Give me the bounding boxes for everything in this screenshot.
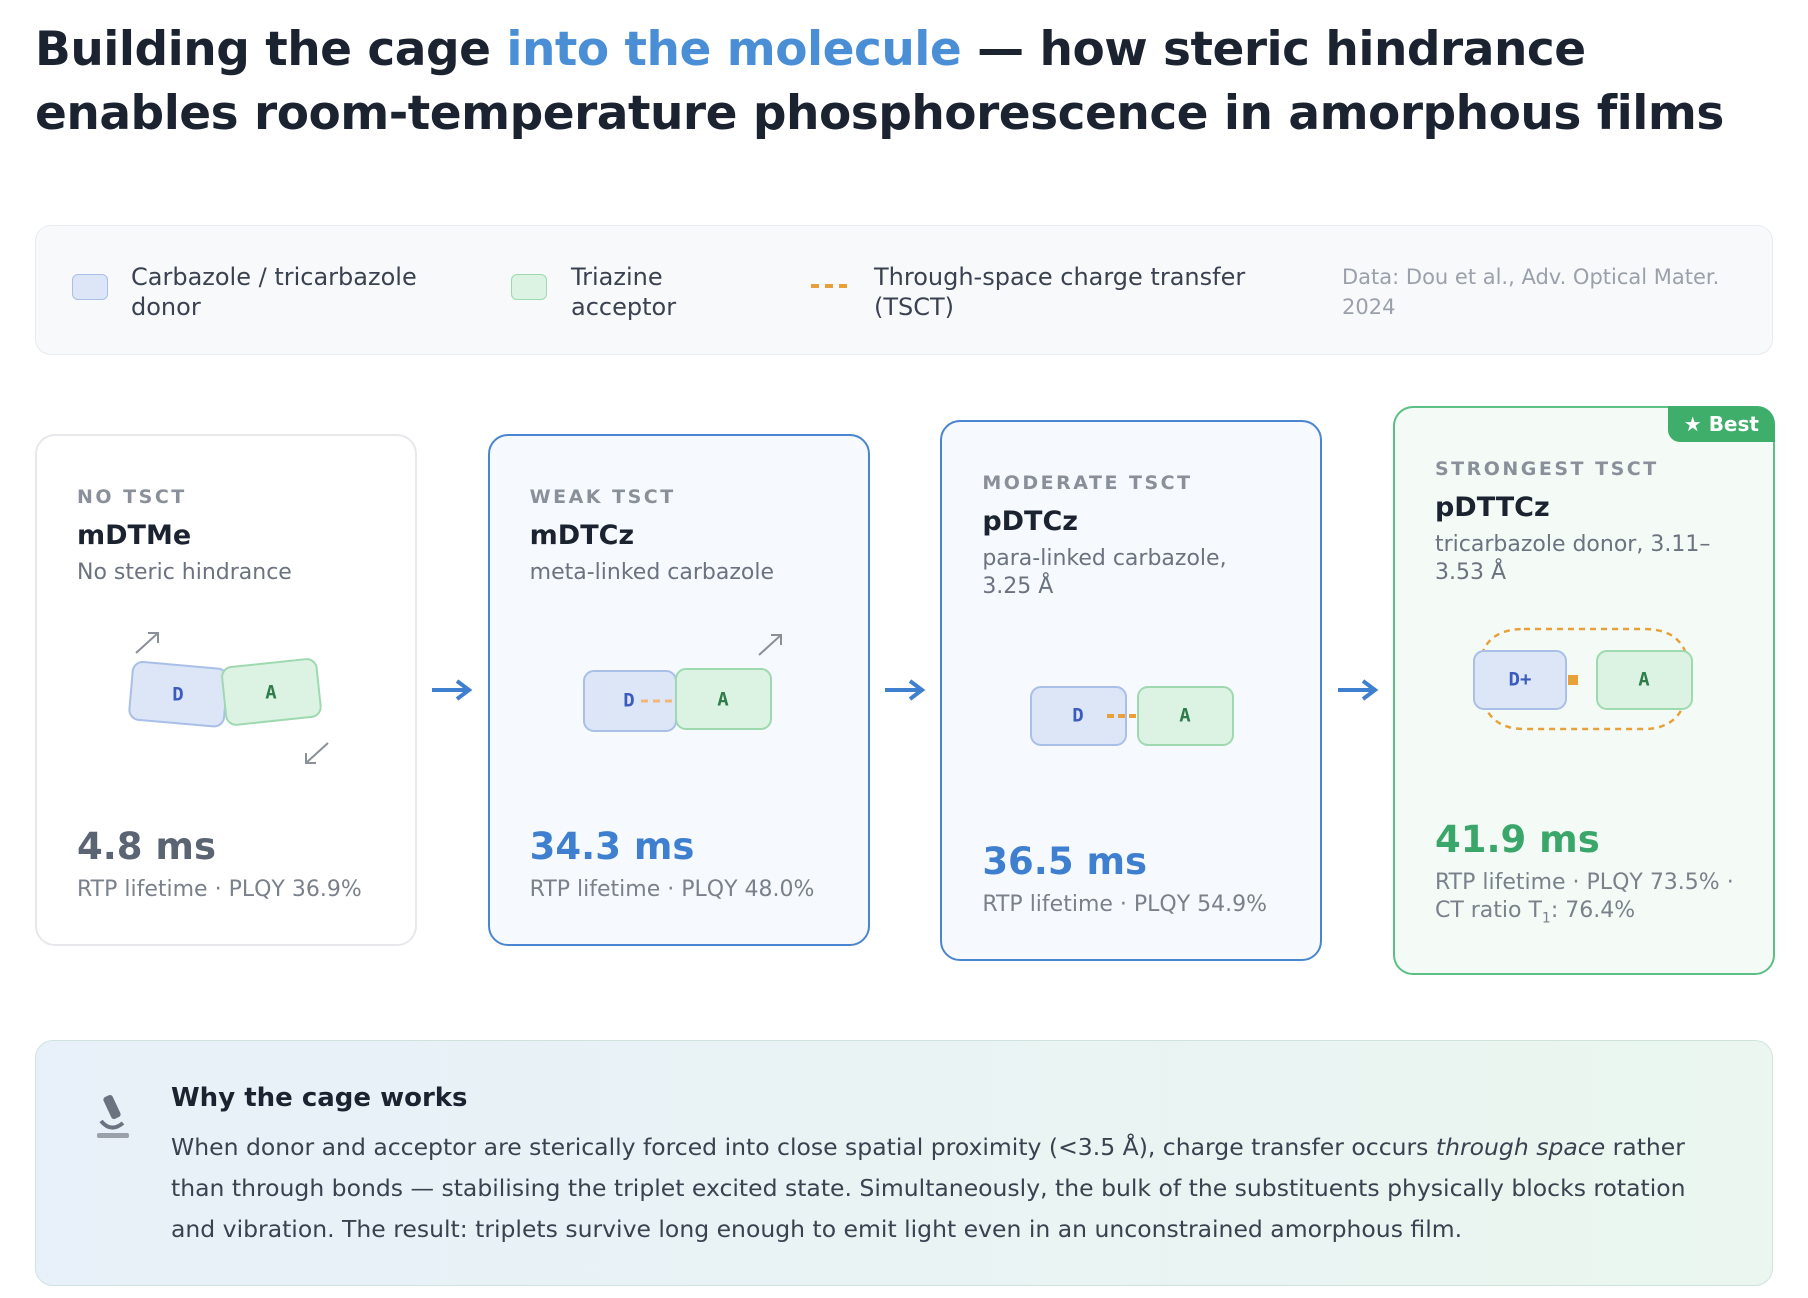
cards: NO TSCT mDTMe No steric hindrance D A 4.… — [35, 395, 1775, 985]
card: ★ Best STRONGEST TSCT pDTTCz tricarbazol… — [1392, 405, 1775, 975]
acceptor-label: A — [1638, 668, 1650, 690]
card-value: 34.3 ms — [529, 825, 695, 868]
card-tag: NO TSCT — [77, 486, 187, 508]
card: NO TSCT mDTMe No steric hindrance D A 4.… — [35, 434, 417, 946]
card-tag: WEAK TSCT — [529, 486, 676, 508]
card-name: mDTCz — [529, 520, 635, 551]
note-title: Why the cage works — [171, 1083, 468, 1113]
donor-label: D — [623, 690, 634, 712]
card-tag: STRONGEST TSCT — [1434, 457, 1659, 480]
note-text-part: rather than through bonds — stabilising … — [171, 1133, 1686, 1243]
acceptor-swatch — [511, 274, 547, 300]
note-text: When donor and acceptor are sterically f… — [171, 1127, 1731, 1250]
card-desc: para-linked carbazole, 3.25 Å — [982, 545, 1227, 599]
card-desc: tricarbazole donor, 3.11–3.53 Å — [1434, 531, 1711, 585]
card-caption: RTP lifetime · PLQY 36.9% — [77, 877, 362, 902]
note-text-part: When donor and acceptor are sterically f… — [171, 1133, 1436, 1161]
card-desc: No steric hindrance — [77, 560, 292, 585]
microscope-icon — [97, 1094, 129, 1138]
card-value: 41.9 ms — [1434, 818, 1600, 862]
caption-sub: 1 — [1541, 910, 1551, 927]
caption-text: RTP lifetime · PLQY 73.5% · CT ratio T — [1434, 870, 1734, 924]
best-badge: ★ Best — [1667, 405, 1775, 442]
card-caption: RTP lifetime · PLQY 48.0% — [529, 877, 815, 902]
acceptor-label: A — [717, 689, 729, 711]
card-name: pDTTCz — [1434, 491, 1550, 523]
card-caption: RTP lifetime · PLQY 73.5% · CT ratio T1:… — [1435, 869, 1743, 932]
arrow — [432, 679, 473, 701]
card-desc: meta-linked carbazole — [529, 560, 775, 585]
legend: Carbazole / tricarbazole donor Triazine … — [35, 225, 1773, 355]
molecule: D A — [582, 634, 782, 732]
title-text: Building the cage — [35, 22, 507, 77]
title-highlight: into the molecule — [506, 22, 962, 77]
legend-item: Triazine acceptor — [571, 263, 677, 321]
legend-item: Carbazole / tricarbazole donor — [131, 263, 417, 321]
molecule: D+ A — [1472, 627, 1693, 730]
card-name: mDTMe — [77, 520, 192, 551]
molecule: D A — [128, 632, 329, 764]
title-text: — how steric hindrance enables room-temp… — [35, 22, 1724, 141]
arrow — [884, 679, 926, 701]
acceptor-label: A — [265, 682, 277, 704]
acceptor-label: A — [1180, 704, 1192, 726]
note-emphasis: through space — [1435, 1133, 1606, 1161]
donor-label: D — [172, 684, 183, 706]
tsct-swatch — [811, 284, 853, 288]
donor-label: D — [1073, 704, 1084, 726]
note: Why the cage works When donor and accept… — [35, 1040, 1773, 1286]
card-name: pDTCz — [982, 505, 1078, 537]
legend-item: Through-space charge transfer (TSCT) — [874, 263, 1246, 321]
card: MODERATE TSCT pDTCz para-linked carbazol… — [940, 419, 1323, 961]
arrow — [1337, 679, 1378, 701]
donor-swatch — [72, 274, 108, 300]
donor-label: D+ — [1509, 668, 1532, 690]
card-value: 36.5 ms — [982, 839, 1148, 883]
card-tag: MODERATE TSCT — [982, 471, 1193, 494]
molecule: D A — [1030, 685, 1235, 746]
card-value: 4.8 ms — [77, 825, 217, 868]
source: Data: Dou et al., Adv. Optical Mater. 20… — [1342, 265, 1720, 319]
caption-text: : 76.4% — [1550, 898, 1636, 924]
card-caption: RTP lifetime · PLQY 54.9% — [982, 891, 1268, 917]
title: Building the cage into the molecule — ho… — [35, 18, 1775, 146]
card: WEAK TSCT mDTCz meta-linked carbazole D … — [487, 434, 870, 946]
